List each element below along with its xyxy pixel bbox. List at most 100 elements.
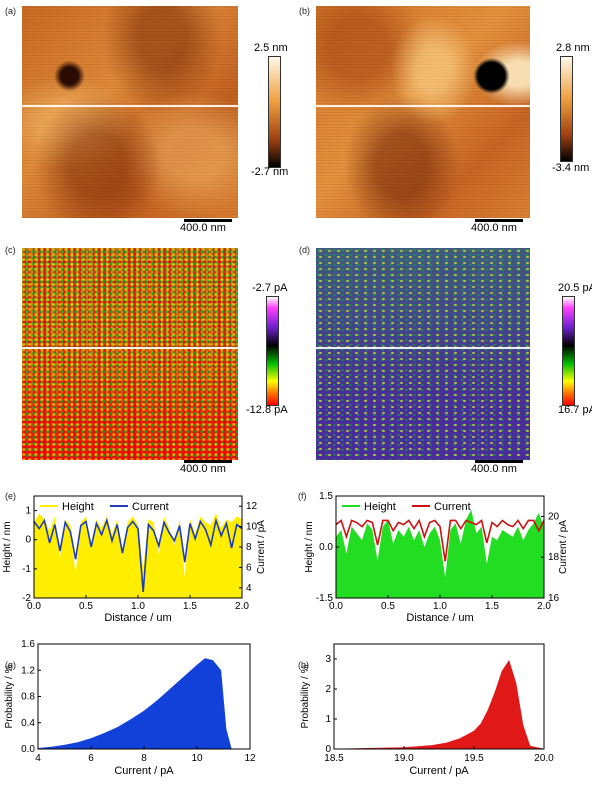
scale-label: 400.0 nm (471, 463, 517, 475)
histogram-g: 4 6 8 10 12 0.0 0.4 0.8 1.2 1.6 Current / pA Probab… (4, 640, 256, 777)
panel-label: (e) (5, 491, 16, 501)
current-line (33, 517, 243, 592)
y-tick-label: 1.5 (319, 491, 333, 502)
x-tick-label: 0.5 (79, 601, 93, 612)
y-tick-label: -1.5 (316, 593, 334, 604)
y2-tick-label: 8 (246, 542, 252, 553)
y-tick-label: 1.6 (21, 640, 35, 650)
scale-label: 400.0 nm (471, 222, 517, 234)
histogram-area (333, 659, 545, 750)
panel-c: (c) -2.7 pA -12.8 pA 400.0 nm (0, 240, 296, 480)
y-tick-label: 0.8 (21, 692, 35, 703)
profile-line (22, 347, 238, 349)
profile-line (22, 105, 238, 107)
x-tick-label: 2.0 (537, 601, 551, 612)
y2-tick-label: 16 (548, 593, 560, 604)
colorbar (268, 56, 281, 168)
panel-b: (b) 2.8 nm -3.4 nm 400.0 nm (296, 0, 592, 240)
x-tick-label: 1.0 (131, 601, 145, 612)
scale-bar (184, 219, 232, 222)
y-tick-label: 1 (25, 506, 31, 517)
panel-label: (b) (299, 6, 310, 16)
x-tick-label: 0.0 (329, 601, 343, 612)
colorbar-max: 2.5 nm (254, 42, 288, 54)
x-tick-label: 1.5 (183, 601, 197, 612)
x-tick-label: 19.5 (464, 753, 484, 764)
x-tick-label: 6 (88, 753, 94, 764)
colorbar (560, 56, 573, 162)
height-area (34, 513, 242, 598)
y-axis-label: Height / nm (304, 521, 315, 572)
afm-height-image (22, 6, 238, 218)
scale-label: 400.0 nm (180, 222, 226, 234)
y-tick-label: 2 (325, 684, 331, 695)
x-tick-label: 2.0 (235, 601, 249, 612)
x-tick-label: 19.0 (394, 753, 414, 764)
y2-tick-label: 12 (246, 501, 258, 512)
scale-bar (475, 460, 523, 463)
panel-d: (d) 20.5 pA 16.7 pA 400.0 nm (296, 240, 592, 480)
afm-height-image (316, 6, 530, 218)
x-tick-label: 12 (244, 753, 256, 764)
colorbar (562, 296, 575, 406)
legend-height-label: Height (62, 501, 94, 513)
y-axis-label: Probability / % (300, 664, 311, 728)
colorbar-min: -3.4 nm (552, 162, 590, 174)
profile-chart-f: 0.0 0.5 1.0 1.5 2.0-1.50.01.5161820Distance … (304, 491, 569, 624)
y-tick-label: 0 (325, 744, 331, 755)
legend-current-label: Current (434, 501, 471, 513)
profile-line (316, 347, 530, 349)
y2-tick-label: 18 (548, 552, 560, 563)
panel-label: (a) (5, 6, 16, 16)
y2-tick-label: 4 (246, 583, 252, 594)
y2-tick-label: 10 (246, 522, 258, 533)
colorbar-min: 16.7 pA (558, 404, 592, 416)
x-axis-label: Distance / um (104, 612, 171, 624)
scale-bar (184, 460, 232, 463)
height-area (336, 509, 544, 598)
y-tick-label: 0 (25, 535, 31, 546)
y2-axis-label: Current / pA (558, 520, 569, 574)
legend-current-label: Current (132, 501, 169, 513)
x-tick-label: 20.0 (534, 753, 554, 764)
x-tick-label: 0.0 (27, 601, 41, 612)
x-tick-label: 1.0 (433, 601, 447, 612)
profile-line (316, 105, 530, 107)
colorbar-min: -12.8 pA (246, 404, 288, 416)
plot-frame (333, 643, 545, 750)
y2-axis-label: Current / pA (256, 520, 267, 574)
histogram-area (37, 658, 232, 750)
histogram-h: 18.5 19.0 19.5 20.0 0 1 2 3 Current / pA Probabil… (300, 643, 554, 777)
y2-tick-label: 20 (548, 511, 560, 522)
y-tick-label: 1.2 (21, 665, 35, 676)
y-tick-label: -2 (22, 593, 31, 604)
y-tick-label: 0.0 (21, 744, 35, 755)
x-tick-label: 4 (35, 753, 41, 764)
panel-label: (c) (5, 245, 16, 255)
y-tick-label: 3 (325, 654, 331, 665)
current-line (335, 518, 545, 562)
x-axis-label: Distance / um (406, 612, 473, 624)
x-axis-label: Current / pA (409, 765, 469, 777)
current-map-image (316, 248, 530, 460)
current-map-image (22, 248, 238, 460)
x-tick-label: 18.5 (324, 753, 344, 764)
x-tick-label: 10 (191, 753, 203, 764)
y-tick-label: 0.0 (319, 542, 333, 553)
panel-label: (g) (5, 660, 16, 670)
x-tick-label: 0.5 (381, 601, 395, 612)
legend-height-label: Height (364, 501, 396, 513)
colorbar-max: 20.5 pA (558, 282, 592, 294)
panel-label: (d) (299, 245, 310, 255)
scale-bar (475, 219, 523, 222)
panel-label: (h) (298, 660, 309, 670)
y-tick-label: 0.4 (21, 718, 35, 729)
y-axis-label: Probability / % (4, 664, 15, 728)
y-axis-label: Height / nm (2, 521, 13, 572)
panel-label: (f) (298, 491, 307, 501)
colorbar-max: -2.7 pA (252, 282, 288, 294)
y2-tick-label: 6 (246, 562, 252, 573)
colorbar (266, 296, 279, 406)
profile-chart-e: 0.0 0.5 1.0 1.5 2.0 -2 -1 0 1 4 6 8 10 12 Distance / u… (2, 495, 267, 624)
y-tick-label: -1 (22, 564, 31, 575)
